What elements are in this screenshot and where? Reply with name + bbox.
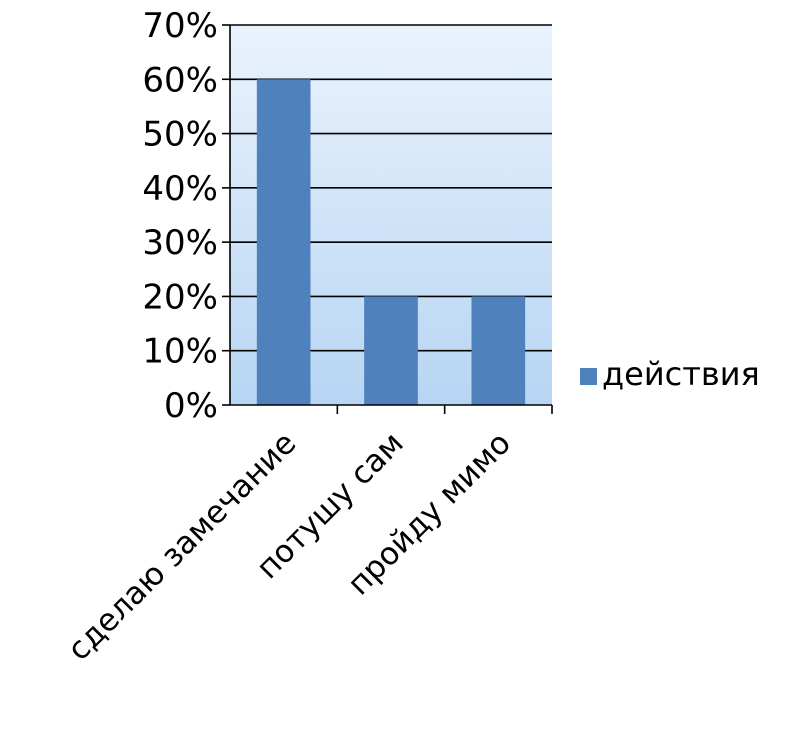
legend: действия (580, 355, 760, 393)
y-tick-label: 0% (164, 386, 218, 426)
y-tick-label: 60% (142, 60, 218, 100)
y-tick-label: 30% (142, 223, 218, 263)
bar (256, 79, 311, 406)
bar (471, 296, 526, 405)
y-axis-ticks: 0% 10% 20% 30% 40% 50% 60% 70% (142, 6, 230, 426)
y-tick-label: 50% (142, 115, 218, 155)
bars (256, 79, 526, 406)
bar (364, 296, 418, 405)
y-tick-label: 70% (142, 6, 218, 46)
legend-swatch (580, 368, 597, 385)
legend-label: действия (602, 355, 760, 393)
y-tick-label: 20% (142, 277, 218, 317)
y-tick-label: 10% (142, 332, 218, 372)
y-tick-label: 40% (142, 169, 218, 209)
axes (229, 25, 552, 406)
